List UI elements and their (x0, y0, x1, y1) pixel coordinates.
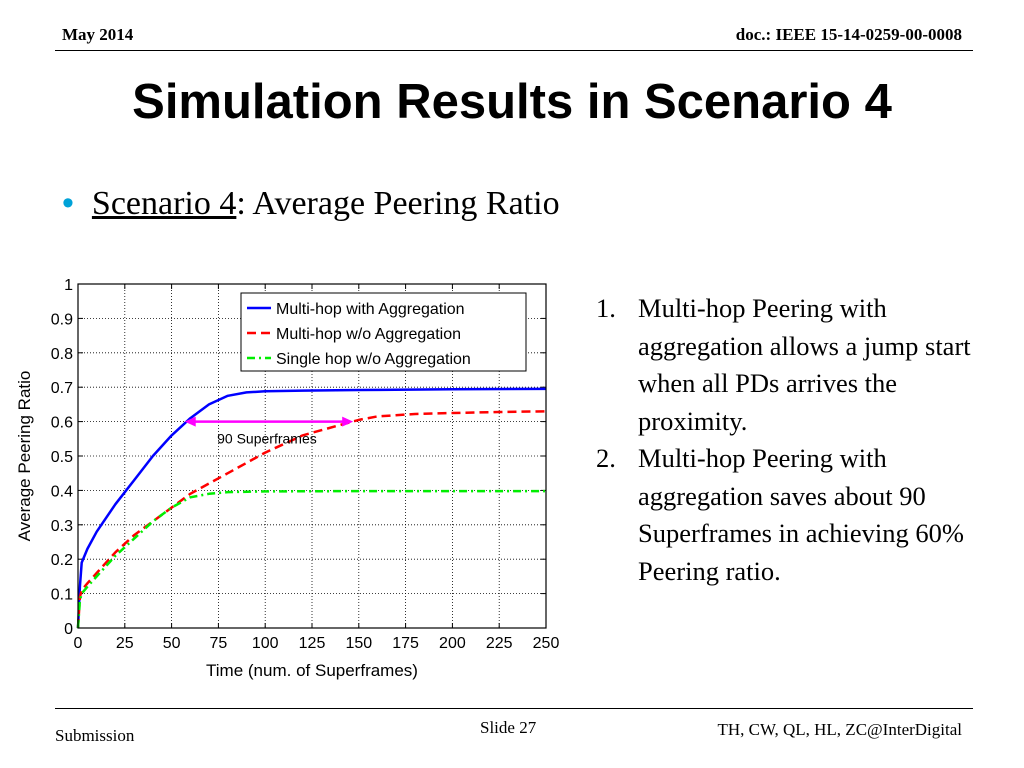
bullet-item: • Scenario 4: Average Peering Ratio (62, 184, 560, 223)
footer-submission: Submission (55, 726, 135, 745)
annotation-arrow-head-right (342, 416, 354, 427)
note-text: Multi-hop Peering with aggregation saves… (638, 443, 964, 586)
note-item: 1. Multi-hop Peering with aggregation all… (596, 290, 976, 440)
header-doc-id: doc.: IEEE 15-14-0259-00-0008 (735, 25, 962, 44)
note-text: Multi-hop Peering with aggregation allow… (638, 293, 971, 436)
bullet-text: : Average Peering Ratio (236, 185, 560, 222)
note-number: 1. (596, 293, 616, 323)
y-tick-label: 1 (64, 277, 73, 294)
annotation-arrow-head-left (184, 416, 196, 427)
series-line (76, 410, 547, 629)
note-item: 2. Multi-hop Peering with aggregation sav… (596, 440, 976, 590)
annotation-label: 90 Superframes (217, 431, 317, 447)
header-date: May 2014 (62, 25, 134, 44)
x-tick-label: 50 (163, 635, 181, 652)
y-tick-label: 0 (64, 621, 73, 638)
legend-box (240, 292, 527, 372)
legend-label: Multi-hop w/o Aggregation (276, 326, 461, 343)
header-divider (55, 50, 973, 51)
x-tick-label: 225 (486, 635, 513, 652)
note-number: 2. (596, 443, 616, 473)
y-tick-label: 0.1 (51, 587, 73, 604)
footer-divider (55, 708, 973, 709)
y-tick-label: 0.2 (51, 552, 73, 569)
series-line (76, 387, 547, 629)
y-tick-label: 0.8 (51, 346, 73, 363)
bullet-icon: • (62, 184, 74, 222)
y-tick-label: 0.6 (51, 415, 73, 432)
x-tick-label: 250 (533, 635, 560, 652)
scenario-link[interactable]: Scenario 4 (91, 185, 237, 222)
x-tick-label: 175 (392, 635, 419, 652)
slide-title: Simulation Results in Scenario 4 (132, 75, 892, 129)
notes-list: 1. Multi-hop Peering with aggregation all… (596, 290, 976, 590)
x-tick-label: 75 (210, 635, 228, 652)
x-tick-label: 25 (116, 635, 134, 652)
y-tick-label: 0.3 (51, 518, 73, 535)
peering-ratio-chart: 0 25 50 75 100 125 150 175 200 225 250 0 0.1 0.2 0.3 0.… (15, 277, 560, 680)
footer-authors: TH, CW, QL, HL, ZC@InterDigital (717, 720, 963, 739)
x-tick-label: 200 (439, 635, 466, 652)
x-axis-label: Time (num. of Superframes) (206, 661, 418, 680)
plot-frame (77, 283, 547, 629)
series-line (76, 489, 546, 629)
x-tick-label: 150 (345, 635, 372, 652)
footer-slide-number: Slide 27 (480, 718, 537, 737)
y-tick-label: 0.7 (51, 380, 73, 397)
x-tick-label: 0 (74, 635, 83, 652)
y-tick-label: 0.5 (51, 449, 73, 466)
legend-label: Multi-hop with Aggregation (276, 301, 465, 318)
legend-label: Single hop w/o Aggregation (276, 351, 471, 368)
x-tick-label: 100 (252, 635, 279, 652)
y-tick-label: 0.4 (51, 483, 73, 500)
x-tick-label: 125 (299, 635, 326, 652)
y-axis-label: Average Peering Ratio (15, 371, 34, 542)
y-tick-label: 0.9 (51, 311, 73, 328)
